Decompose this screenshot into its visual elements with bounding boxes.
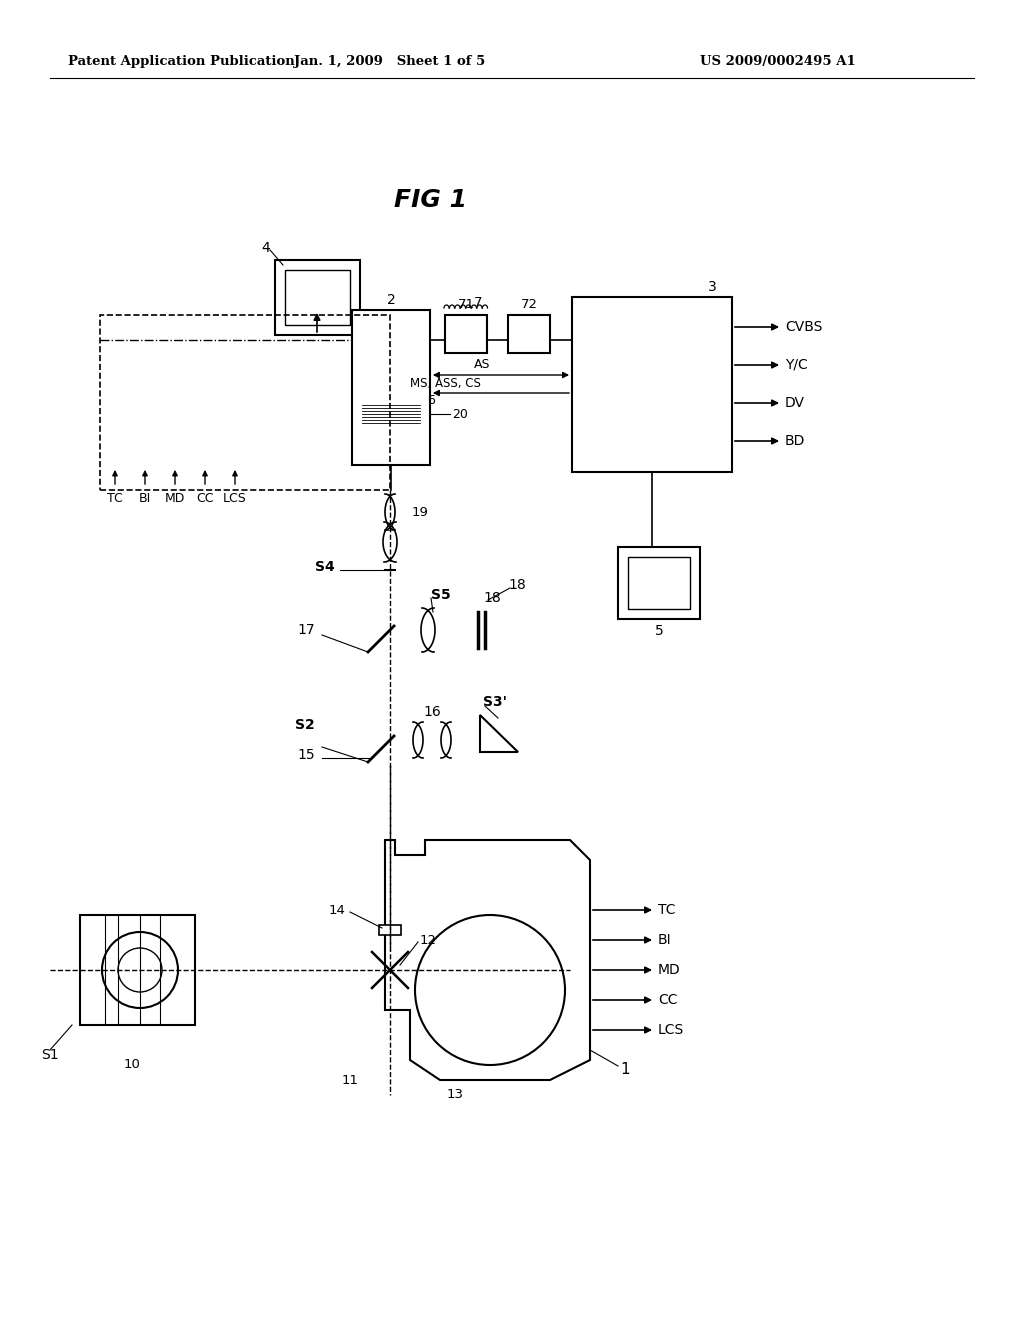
- Text: LCS: LCS: [658, 1023, 684, 1038]
- Bar: [352, 310, 430, 465]
- Text: MS, ASS, CS: MS, ASS, CS: [410, 376, 480, 389]
- Text: S2: S2: [295, 718, 315, 733]
- Bar: [628, 557, 690, 609]
- Text: 16: 16: [423, 705, 441, 719]
- Text: S3': S3': [483, 696, 507, 709]
- Text: 14: 14: [328, 903, 345, 916]
- Text: MD: MD: [658, 964, 681, 977]
- Text: BD: BD: [785, 434, 805, 447]
- Text: 13: 13: [446, 1089, 464, 1101]
- Text: LCS: LCS: [223, 492, 247, 506]
- Text: MD: MD: [165, 492, 185, 506]
- Bar: [508, 315, 550, 352]
- Text: CVBS: CVBS: [785, 319, 822, 334]
- Bar: [100, 315, 390, 490]
- Text: 10: 10: [124, 1059, 140, 1072]
- Bar: [80, 915, 195, 1026]
- Text: Patent Application Publication: Patent Application Publication: [68, 55, 295, 69]
- Bar: [285, 271, 350, 325]
- Text: Jan. 1, 2009   Sheet 1 of 5: Jan. 1, 2009 Sheet 1 of 5: [294, 55, 485, 69]
- Text: 5: 5: [654, 624, 664, 638]
- Text: CC: CC: [197, 492, 214, 506]
- Text: 15: 15: [297, 748, 315, 762]
- Text: 1: 1: [620, 1063, 630, 1077]
- Text: 71: 71: [458, 298, 474, 312]
- Text: FIG 1: FIG 1: [393, 187, 467, 213]
- Text: CC: CC: [658, 993, 678, 1007]
- Text: 19: 19: [412, 506, 429, 519]
- Bar: [618, 546, 700, 619]
- Text: 20: 20: [452, 408, 468, 421]
- Text: 4: 4: [261, 242, 270, 255]
- Text: Y/C: Y/C: [785, 358, 808, 372]
- Text: TC: TC: [658, 903, 676, 917]
- Text: S4: S4: [315, 560, 335, 574]
- Text: BI: BI: [658, 933, 672, 946]
- Bar: [572, 297, 732, 473]
- Text: S1: S1: [41, 1048, 58, 1063]
- Text: BI: BI: [139, 492, 152, 506]
- Text: DV: DV: [785, 396, 805, 411]
- Text: 11: 11: [341, 1073, 358, 1086]
- Polygon shape: [480, 715, 518, 752]
- Text: 18: 18: [483, 591, 501, 605]
- Bar: [275, 260, 360, 335]
- Circle shape: [102, 932, 178, 1008]
- Text: TC: TC: [108, 492, 123, 506]
- Text: 7: 7: [474, 296, 482, 309]
- Bar: [445, 315, 487, 352]
- Text: AS: AS: [474, 358, 490, 371]
- Text: 2: 2: [387, 293, 395, 308]
- Text: 3: 3: [708, 280, 717, 294]
- Text: US 2009/0002495 A1: US 2009/0002495 A1: [700, 55, 856, 69]
- Text: S5: S5: [431, 587, 451, 602]
- Bar: [379, 925, 401, 935]
- Text: 12: 12: [420, 933, 437, 946]
- Text: 17: 17: [297, 623, 315, 638]
- Text: 72: 72: [520, 298, 538, 312]
- Circle shape: [118, 948, 162, 993]
- Text: 18: 18: [508, 578, 525, 591]
- Text: 6: 6: [427, 395, 435, 408]
